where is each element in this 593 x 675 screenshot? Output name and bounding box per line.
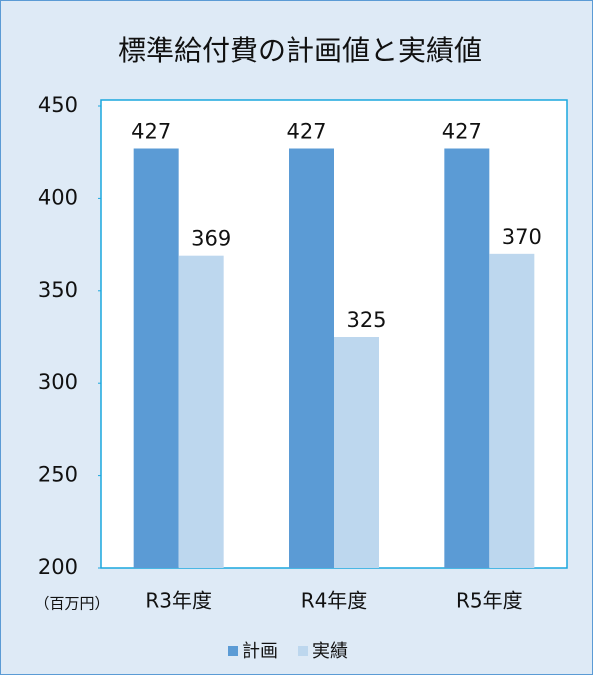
y-tick-label: 450 [38,93,78,117]
bar [178,255,224,569]
data-label: 427 [286,120,326,144]
bar [133,148,179,568]
x-tick-label: R3年度 [145,589,212,613]
chart-title: 標準給付費の計画値と実績値 [118,34,482,67]
data-label: 427 [442,120,482,144]
legend-swatch [298,646,308,656]
y-tick-label: 300 [38,370,78,394]
y-tick-label: 400 [38,185,78,209]
y-tick-label: 250 [38,463,78,487]
legend-swatch [228,646,238,656]
bar [334,337,379,568]
bar [289,148,334,568]
legend-label: 計画 [242,641,278,662]
legend-label: 実績 [312,641,348,662]
bar [489,253,535,568]
data-label: 427 [131,120,171,144]
x-tick-label: R4年度 [301,589,368,613]
y-tick-label: 350 [38,278,78,302]
y-tick-label: 200 [38,555,78,579]
x-tick-label: R5年度 [456,589,523,613]
data-label: 370 [502,225,542,249]
data-label: 369 [191,227,231,251]
bar [444,148,490,568]
data-label: 325 [346,308,386,332]
unit-label: （百万円） [34,595,109,613]
